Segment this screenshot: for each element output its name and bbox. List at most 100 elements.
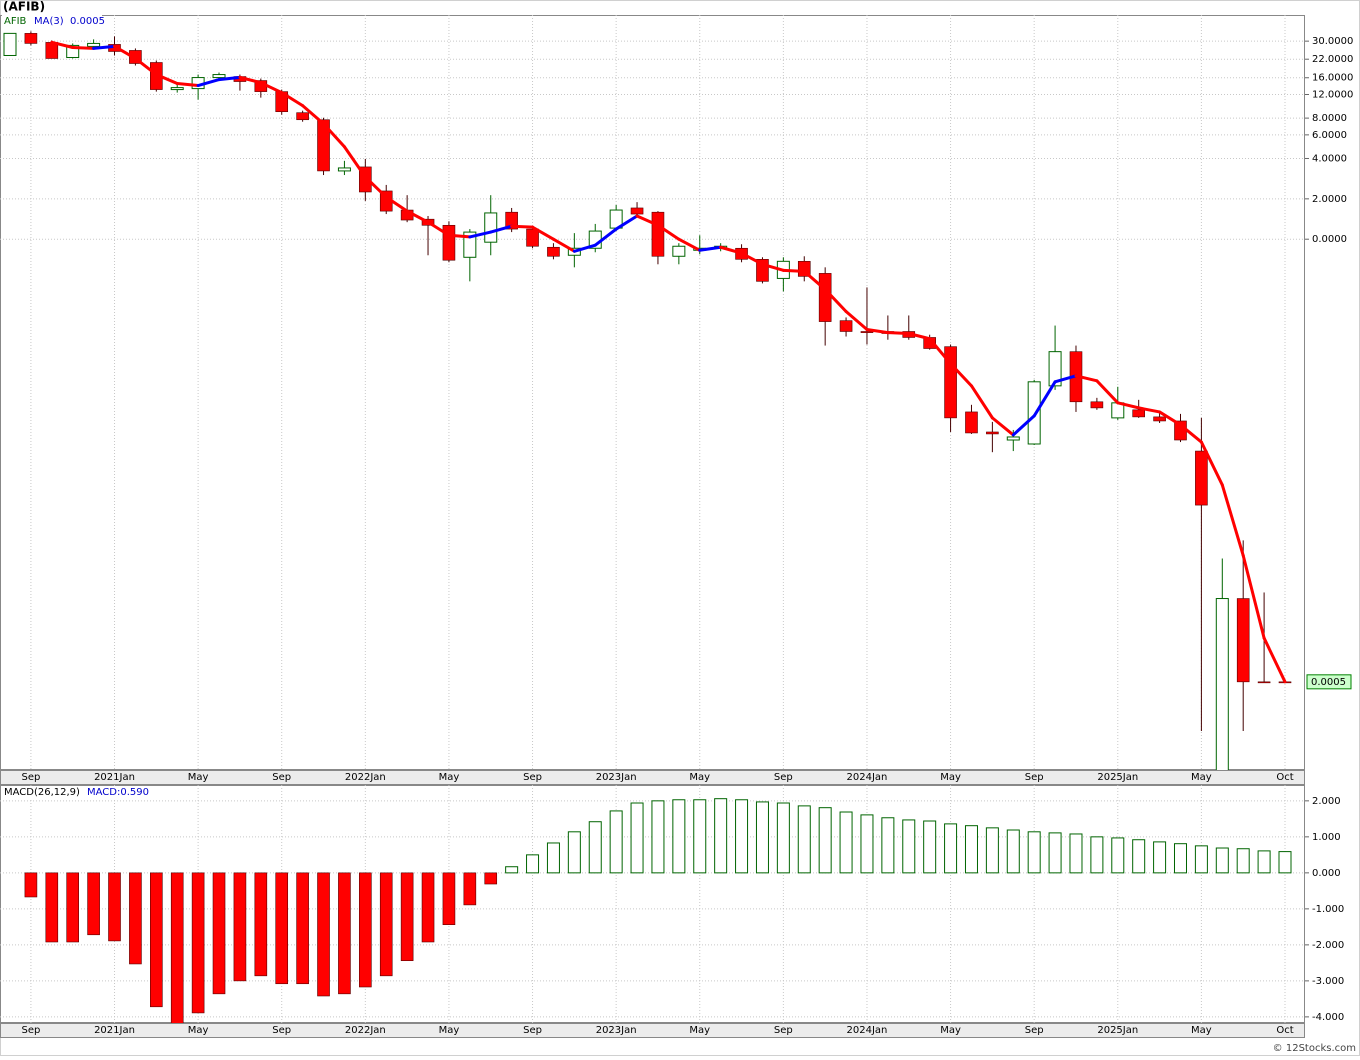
candle-body	[1027, 381, 1041, 445]
macd-bar	[421, 872, 435, 943]
macd-bar	[359, 872, 372, 988]
macd-bar	[170, 872, 184, 1023]
x-tick-label: May	[439, 772, 460, 783]
chart-title: (AFIB)	[3, 0, 45, 14]
ma-segment	[1241, 553, 1266, 640]
candle-body	[463, 231, 477, 258]
candle-body	[672, 245, 686, 257]
legend-symbol: AFIB	[4, 16, 27, 27]
candle-body	[1132, 409, 1145, 418]
x-tick-label: May	[940, 772, 961, 783]
candle-body	[1215, 598, 1229, 770]
y-tick-label: -1.000	[1312, 904, 1344, 915]
x-tick-label: Sep	[1025, 772, 1044, 783]
candle-body	[24, 33, 38, 44]
macd-bar	[484, 872, 498, 885]
price-plot	[0, 15, 1305, 770]
ma-segment	[656, 223, 681, 241]
y-tick-label: 12.0000	[1312, 90, 1353, 101]
x-tick-label: May	[188, 772, 209, 783]
candle-body	[170, 87, 184, 91]
ma-segment	[740, 251, 764, 266]
x-tick-label: Sep	[774, 772, 793, 783]
macd-bar	[233, 872, 247, 982]
x-tick-label: Sep	[774, 1025, 793, 1036]
candle-body	[337, 167, 351, 172]
x-tick-label: 2021Jan	[94, 772, 135, 783]
ma-segment	[1220, 483, 1245, 557]
macd-bar	[275, 872, 289, 985]
legend-box	[2, 15, 102, 28]
macd-bar	[212, 872, 226, 995]
ma-segment	[1158, 410, 1182, 427]
y-tick-label: -3.000	[1312, 976, 1344, 987]
macd-bar	[944, 823, 958, 874]
macd-bar	[338, 872, 351, 995]
macd-bar	[129, 872, 142, 965]
ma-segment	[949, 362, 973, 388]
ma-segment	[363, 175, 388, 199]
candle-body	[986, 431, 999, 435]
ma-segment	[677, 237, 702, 252]
candle-body	[818, 273, 832, 322]
y-tick-label: 1.000	[1312, 832, 1341, 843]
candle-body	[3, 32, 17, 56]
macd-bar	[296, 872, 309, 985]
macd-bar	[463, 872, 477, 906]
x-tick-label: May	[439, 1025, 460, 1036]
y-tick-label: 4.0000	[1312, 153, 1347, 164]
price-panel	[0, 15, 1305, 770]
macd-bar	[24, 872, 38, 898]
macd-bar	[526, 854, 540, 874]
x-tick-label: 2024Jan	[847, 772, 888, 783]
x-tick-label: Sep	[21, 772, 40, 783]
macd-bar	[1194, 845, 1208, 874]
macd-bar	[964, 825, 978, 874]
candle-body	[1195, 450, 1208, 506]
ma-segment	[551, 237, 576, 253]
y-tick-label: 6.0000	[1312, 130, 1347, 141]
legend-macd-value: MACD:0.590	[87, 787, 149, 798]
macd-bar	[317, 872, 330, 997]
candle-body	[547, 246, 560, 257]
y-tick-label: -2.000	[1312, 940, 1344, 951]
y-tick-label: 2.0000	[1312, 194, 1347, 205]
ma-segment	[175, 81, 200, 88]
x-axis-band	[0, 1023, 1305, 1038]
ma-segment	[635, 214, 660, 227]
ma-segment	[384, 195, 409, 213]
ma-segment	[426, 220, 451, 237]
macd-bar	[609, 810, 623, 874]
ma-segment	[154, 73, 179, 85]
macd-bar	[651, 800, 665, 874]
macd-bar	[881, 817, 895, 874]
x-tick-label: May	[689, 772, 710, 783]
ma-segment	[719, 245, 744, 255]
ma-segment	[1137, 406, 1162, 414]
ma-segment	[1262, 636, 1287, 684]
y-tick-label: 16.0000	[1312, 73, 1353, 84]
macd-bar	[150, 872, 163, 1008]
macd-bar	[588, 821, 602, 874]
ma-segment	[510, 224, 535, 229]
ma-segment	[113, 44, 137, 60]
ma-segment	[844, 309, 869, 332]
x-tick-label: 2025Jan	[1097, 1025, 1138, 1036]
x-tick-label: May	[188, 1025, 209, 1036]
ma-segment	[322, 122, 346, 149]
macd-bar	[818, 807, 832, 874]
macd-bar	[191, 872, 205, 1014]
macd-bar	[693, 799, 707, 874]
ma-segment	[781, 268, 806, 273]
candle-body	[1257, 681, 1271, 684]
candle-body	[296, 112, 309, 121]
axes: 30.0000 22.0000 16.0000 12.0000 8.0000 6.0000…	[21, 36, 1353, 1036]
ma-segment	[823, 287, 848, 313]
candle-body	[526, 228, 539, 247]
x-tick-label: Oct	[1276, 1025, 1293, 1036]
last-price-box	[1306, 674, 1352, 690]
ma-segment	[698, 245, 723, 252]
x-tick-label: May	[1191, 1025, 1212, 1036]
candle-body	[1048, 351, 1062, 387]
macd-bar	[442, 872, 456, 926]
